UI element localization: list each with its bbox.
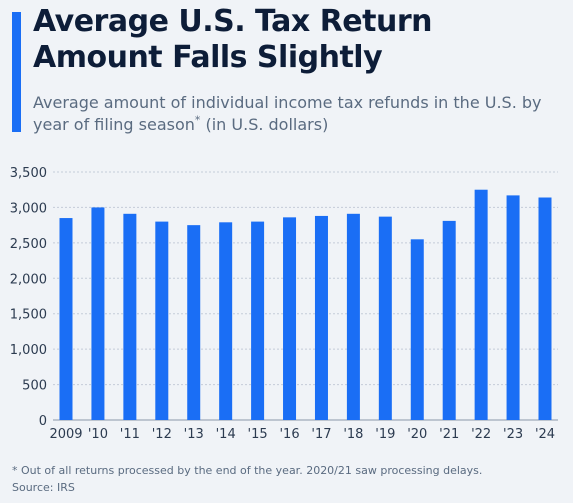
- bars: [59, 189, 552, 420]
- chart-title-line-2: Amount Falls Slightly: [33, 40, 383, 75]
- x-tick-label: '19: [375, 427, 395, 442]
- footer: * Out of all returns processed by the en…: [12, 462, 567, 496]
- bar: [442, 220, 456, 420]
- x-tick-label: '12: [152, 427, 172, 442]
- y-tick-label: 2,000: [10, 272, 47, 287]
- y-tick-label: 3,000: [10, 201, 47, 216]
- bar: [91, 207, 105, 420]
- bar: [506, 195, 520, 420]
- x-tick-label: '13: [184, 427, 204, 442]
- source-note: Source: IRS: [12, 481, 75, 494]
- bar: [123, 213, 137, 420]
- chart-title-line-1: Average U.S. Tax Return: [33, 4, 433, 39]
- bar: [410, 239, 424, 420]
- x-tick-label: '11: [120, 427, 140, 442]
- bar: [474, 189, 488, 420]
- y-axis-ticks: 0 500 1,000 1,500 2,000 2,500 3,000 3,500: [10, 166, 47, 429]
- y-tick-label: 500: [22, 379, 47, 394]
- y-tick-label: 2,500: [10, 237, 47, 252]
- chart-title: Average U.S. Tax Return Amount Falls Sli…: [33, 4, 563, 76]
- x-tick-label: '18: [343, 427, 363, 442]
- x-tick-label: '17: [311, 427, 331, 442]
- x-axis-ticks: 2009 '10 '11 '12 '13 '14 '15 '16 '17 '18 '19 '20 '21…: [49, 427, 555, 442]
- bar: [314, 215, 328, 420]
- x-tick-label: 2009: [49, 427, 82, 442]
- bar: [59, 218, 73, 420]
- x-tick-label: '15: [248, 427, 268, 442]
- bar: [378, 216, 392, 420]
- accent-bar: [12, 12, 21, 132]
- subtitle-units: (in U.S. dollars): [200, 115, 329, 134]
- x-tick-label: '14: [216, 427, 236, 442]
- y-tick-label: 1,000: [10, 343, 47, 358]
- x-tick-label: '20: [407, 427, 427, 442]
- x-tick-label: '22: [471, 427, 491, 442]
- bar: [283, 217, 297, 420]
- bar: [155, 221, 169, 420]
- subtitle-footnote-mark: *: [194, 113, 201, 127]
- subtitle-main: Average amount of individual income tax …: [33, 93, 542, 134]
- bar: [187, 225, 201, 420]
- x-tick-label: '21: [439, 427, 459, 442]
- x-tick-label: '16: [279, 427, 299, 442]
- bar-chart: 0 500 1,000 1,500 2,000 2,500 3,000 3,500 2009 '…: [10, 166, 558, 442]
- y-tick-label: 1,500: [10, 308, 47, 323]
- y-tick-label: 3,500: [10, 166, 47, 181]
- footnote: * Out of all returns processed by the en…: [12, 464, 483, 477]
- bar: [346, 213, 360, 420]
- bar: [219, 222, 233, 420]
- x-tick-label: '24: [535, 427, 555, 442]
- bar: [538, 197, 552, 420]
- x-tick-label: '10: [88, 427, 108, 442]
- chart-subtitle: Average amount of individual income tax …: [33, 92, 568, 136]
- bar: [251, 221, 265, 420]
- x-tick-label: '23: [503, 427, 523, 442]
- gridlines: [53, 171, 558, 421]
- y-tick-label: 0: [39, 414, 47, 429]
